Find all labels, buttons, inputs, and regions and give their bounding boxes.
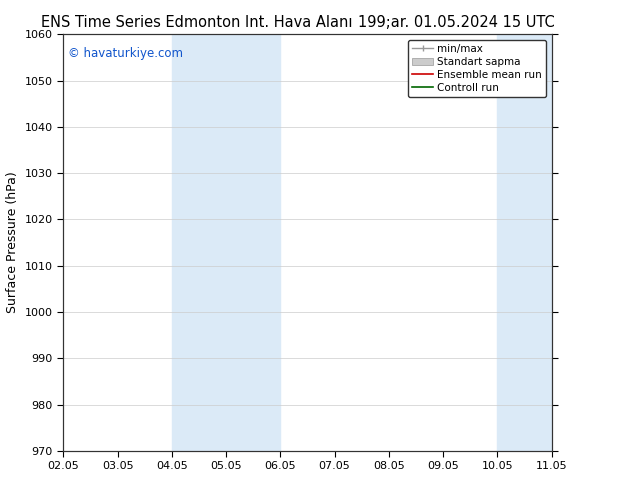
Bar: [497, 34, 552, 451]
Bar: [172, 34, 226, 451]
Bar: [552, 34, 606, 451]
Text: ENS Time Series Edmonton Int. Hava Alanı: ENS Time Series Edmonton Int. Hava Alanı: [41, 15, 353, 30]
Legend: min/max, Standart sapma, Ensemble mean run, Controll run: min/max, Standart sapma, Ensemble mean r…: [408, 40, 547, 97]
Text: 199;ar. 01.05.2024 15 UTC: 199;ar. 01.05.2024 15 UTC: [358, 15, 555, 30]
Bar: [226, 34, 280, 451]
Text: © havaturkiye.com: © havaturkiye.com: [68, 47, 183, 60]
Y-axis label: Surface Pressure (hPa): Surface Pressure (hPa): [6, 172, 19, 314]
